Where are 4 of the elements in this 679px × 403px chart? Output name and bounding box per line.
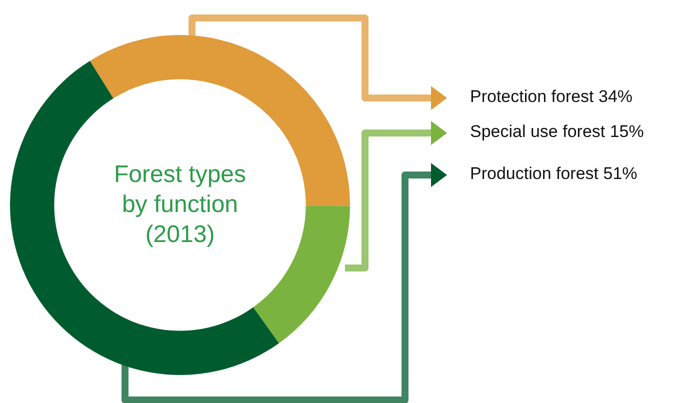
legend-label: Special use forest 15% <box>470 122 644 142</box>
legend-label: Production forest 51% <box>470 164 638 184</box>
legend-label: Protection forest 34% <box>470 87 633 107</box>
text: Forest types by function (2013) <box>112 160 248 250</box>
